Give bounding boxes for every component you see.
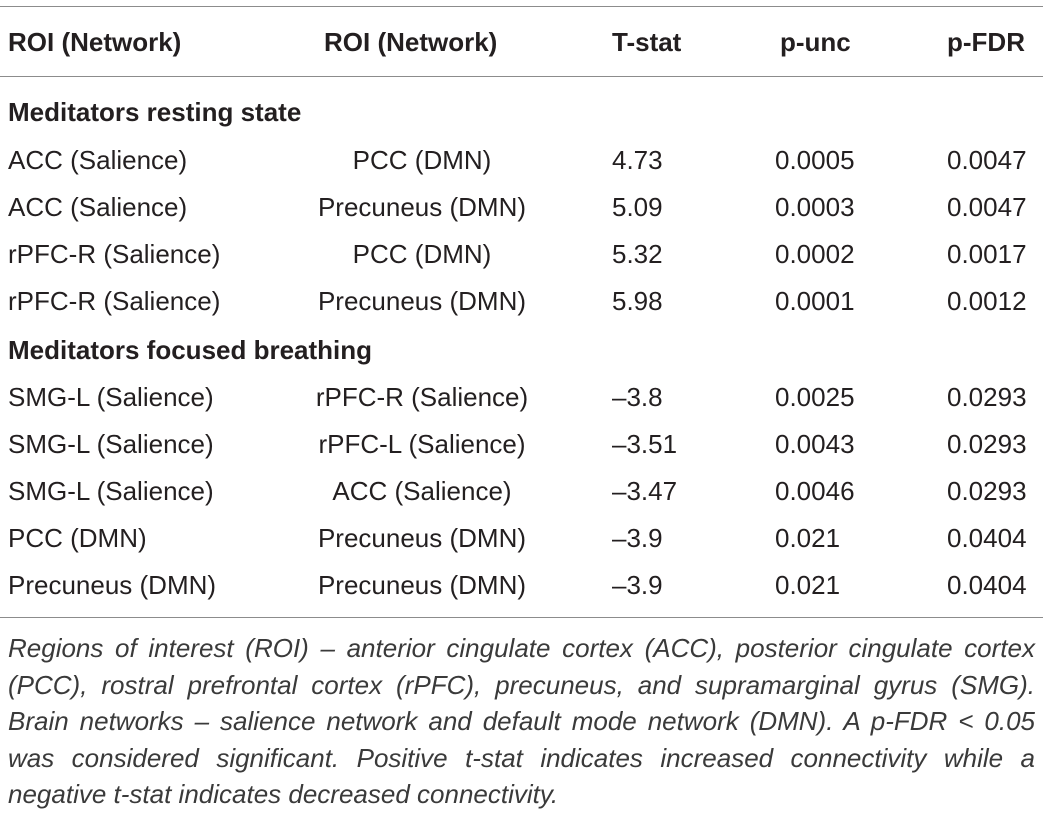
cell-p-fdr: 0.0404 bbox=[947, 523, 1027, 553]
cell-p-fdr: 0.0017 bbox=[947, 239, 1027, 269]
column-header-p-unc: p-unc bbox=[780, 27, 851, 57]
cell-roi-2: Precuneus (DMN) bbox=[317, 570, 527, 600]
cell-p-unc: 0.0005 bbox=[775, 145, 855, 175]
cell-p-unc: 0.0043 bbox=[775, 429, 855, 459]
cell-t-stat: –3.51 bbox=[612, 429, 678, 459]
table-row: ACC (Salience) Precuneus (DMN) 5.09 0.00… bbox=[0, 189, 1043, 225]
column-header-t-stat: T-stat bbox=[612, 27, 682, 57]
cell-roi-2: PCC (DMN) bbox=[352, 145, 492, 175]
cell-roi-2: PCC (DMN) bbox=[352, 239, 492, 269]
cell-t-stat: –3.9 bbox=[612, 570, 663, 600]
cell-roi-2: ACC (Salience) bbox=[332, 476, 512, 506]
cell-p-unc: 0.021 bbox=[775, 523, 841, 553]
cell-roi-1: PCC (DMN) bbox=[8, 523, 147, 553]
column-header-p-fdr: p-FDR bbox=[947, 27, 1025, 57]
table-row: ACC (Salience) PCC (DMN) 4.73 0.0005 0.0… bbox=[0, 142, 1043, 178]
cell-roi-1: ACC (Salience) bbox=[8, 192, 188, 222]
cell-roi-2: rPFC-L (Salience) bbox=[318, 429, 526, 459]
cell-t-stat: –3.47 bbox=[612, 476, 678, 506]
table-row: SMG-L (Salience) rPFC-R (Salience) –3.8 … bbox=[0, 379, 1043, 415]
table-header-rule bbox=[0, 76, 1043, 77]
table-row: Precuneus (DMN) Precuneus (DMN) –3.9 0.0… bbox=[0, 567, 1043, 603]
cell-p-unc: 0.0002 bbox=[775, 239, 855, 269]
table-top-rule bbox=[0, 6, 1043, 7]
cell-p-unc: 0.021 bbox=[775, 570, 841, 600]
cell-p-fdr: 0.0293 bbox=[947, 476, 1027, 506]
table-row: PCC (DMN) Precuneus (DMN) –3.9 0.021 0.0… bbox=[0, 520, 1043, 556]
cell-roi-1: ACC (Salience) bbox=[8, 145, 188, 175]
cell-roi-2: Precuneus (DMN) bbox=[317, 192, 527, 222]
table-footnote: Regions of interest (ROI) – anterior cin… bbox=[8, 633, 1035, 809]
cell-t-stat: –3.8 bbox=[612, 382, 663, 412]
cell-p-fdr: 0.0293 bbox=[947, 382, 1027, 412]
cell-p-unc: 0.0001 bbox=[775, 286, 855, 316]
table-row: SMG-L (Salience) rPFC-L (Salience) –3.51… bbox=[0, 426, 1043, 462]
cell-roi-1: rPFC-R (Salience) bbox=[8, 239, 221, 269]
cell-p-fdr: 0.0404 bbox=[947, 570, 1027, 600]
table-row: rPFC-R (Salience) PCC (DMN) 5.32 0.0002 … bbox=[0, 236, 1043, 272]
table-bottom-rule bbox=[0, 617, 1043, 618]
cell-roi-1: rPFC-R (Salience) bbox=[8, 286, 221, 316]
cell-t-stat: 5.09 bbox=[612, 192, 663, 222]
table-row: rPFC-R (Salience) Precuneus (DMN) 5.98 0… bbox=[0, 283, 1043, 319]
cell-p-fdr: 0.0047 bbox=[947, 145, 1027, 175]
cell-p-unc: 0.0003 bbox=[775, 192, 855, 222]
table-row: SMG-L (Salience) ACC (Salience) –3.47 0.… bbox=[0, 473, 1043, 509]
cell-t-stat: –3.9 bbox=[612, 523, 663, 553]
cell-roi-2: Precuneus (DMN) bbox=[317, 286, 527, 316]
cell-roi-2: rPFC-R (Salience) bbox=[315, 382, 529, 412]
column-header-roi-2: ROI (Network) bbox=[324, 27, 498, 57]
cell-roi-1: SMG-L (Salience) bbox=[8, 429, 214, 459]
cell-roi-1: Precuneus (DMN) bbox=[8, 570, 217, 600]
cell-t-stat: 5.32 bbox=[612, 239, 663, 269]
cell-t-stat: 5.98 bbox=[612, 286, 663, 316]
cell-p-unc: 0.0046 bbox=[775, 476, 855, 506]
cell-p-fdr: 0.0293 bbox=[947, 429, 1027, 459]
cell-roi-1: SMG-L (Salience) bbox=[8, 382, 214, 412]
cell-p-fdr: 0.0012 bbox=[947, 286, 1027, 316]
cell-roi-2: Precuneus (DMN) bbox=[317, 523, 527, 553]
cell-roi-1: SMG-L (Salience) bbox=[8, 476, 214, 506]
column-header-roi-1: ROI (Network) bbox=[8, 27, 182, 57]
cell-p-unc: 0.0025 bbox=[775, 382, 855, 412]
section-title-resting-state: Meditators resting state bbox=[8, 97, 302, 127]
cell-t-stat: 4.73 bbox=[612, 145, 663, 175]
cell-p-fdr: 0.0047 bbox=[947, 192, 1027, 222]
section-title-focused-breathing: Meditators focused breathing bbox=[8, 335, 373, 365]
